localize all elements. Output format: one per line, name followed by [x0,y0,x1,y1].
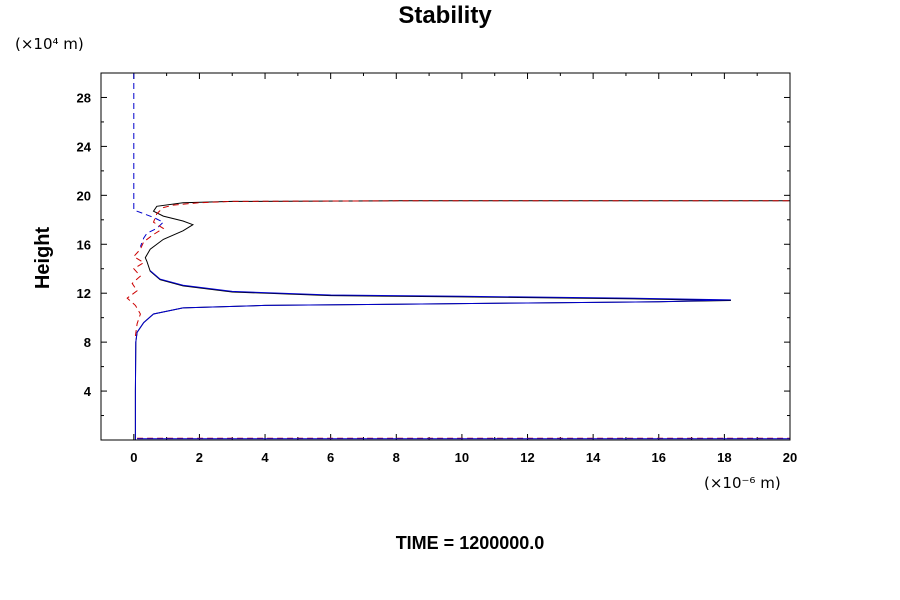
plot-frame [100,72,791,441]
x-tick-label: 18 [717,450,731,465]
y-tick-label: 4 [84,384,92,399]
x-unit-label: (×10⁻⁶ m) [704,474,781,492]
y-tick-label: 16 [77,237,91,252]
x-tick-label: 10 [455,450,469,465]
x-tick-label: 20 [783,450,797,465]
y-tick-label: 28 [77,90,91,105]
y-tick-label: 8 [84,335,91,350]
series-line-3 [133,73,165,247]
chart-title: Stability [398,2,492,29]
x-tick-label: 14 [586,450,601,465]
x-tick-label: 4 [261,450,269,465]
x-tick-label: 8 [393,450,400,465]
time-footer: TIME = 1200000.0 [396,533,545,553]
y-tick-label: 12 [77,286,91,301]
y-axis-label: Height [32,227,54,290]
x-tick-label: 2 [196,450,203,465]
y-unit-label: (×10⁴ m) [15,35,84,53]
x-tick-label: 16 [652,450,666,465]
x-tick-label: 12 [520,450,534,465]
x-tick-label: 0 [130,450,137,465]
series-line-4 [126,200,790,337]
series-line-1 [134,200,790,440]
series-line-2 [134,270,731,440]
x-tick-label: 6 [327,450,334,465]
y-tick-label: 24 [77,139,92,154]
y-tick-label: 20 [77,188,91,203]
series-layer [126,73,790,440]
